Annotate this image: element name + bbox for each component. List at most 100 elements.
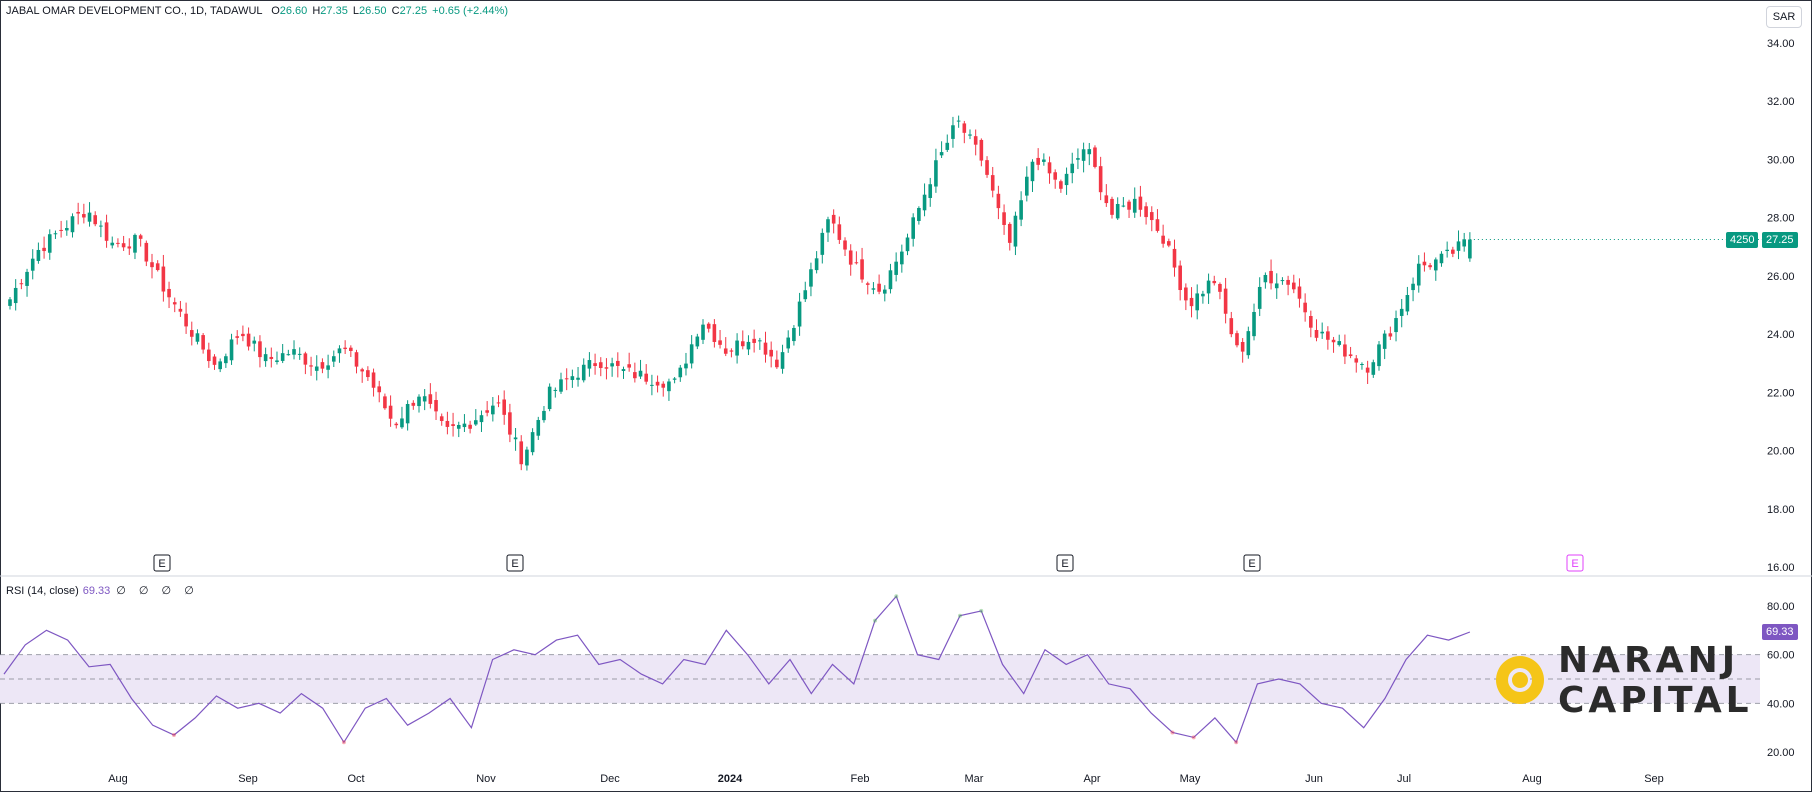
candle-body <box>303 353 308 365</box>
candle-body <box>292 349 296 355</box>
candle-body <box>1371 362 1376 375</box>
rsi-oversold-point <box>341 740 346 745</box>
candle-body <box>82 214 86 218</box>
earnings-marker-label: E <box>158 558 165 570</box>
x-tick-label: Sep <box>1644 773 1664 785</box>
candle-body <box>598 362 603 369</box>
high-label: H <box>312 5 321 17</box>
rsi-tick-label: 20.00 <box>1767 747 1795 759</box>
earnings-marker <box>1566 554 1584 572</box>
candle-body <box>405 403 410 424</box>
candle-body <box>1235 333 1239 346</box>
candle-body <box>627 364 631 368</box>
high-value: 27.35 <box>320 5 348 17</box>
price-tick-label: 26.00 <box>1767 271 1795 283</box>
candle-body <box>809 269 813 287</box>
candle-body <box>1019 200 1023 220</box>
candle-body <box>826 219 830 233</box>
candle-body <box>1354 358 1359 363</box>
candle-body <box>1059 181 1063 189</box>
candle-body <box>434 400 438 412</box>
candle-body <box>922 194 927 211</box>
earnings-marker <box>1056 554 1074 572</box>
candle-body <box>1036 157 1040 165</box>
candle-body <box>661 383 666 388</box>
candle-body <box>1326 331 1330 340</box>
candle-body <box>1377 344 1381 367</box>
candle-body <box>224 356 228 364</box>
rsi-tick-label: 80.00 <box>1767 601 1795 613</box>
naranj-capital-logo-icon <box>1496 656 1544 704</box>
candle-body <box>116 242 120 244</box>
candle-body <box>473 420 478 425</box>
symbol-name: JABAL OMAR DEVELOPMENT CO., 1D, TADAWUL <box>6 5 263 17</box>
candle-body <box>1433 259 1438 271</box>
candle-body <box>1093 147 1097 167</box>
earnings-marker-label: E <box>1061 558 1068 570</box>
rsi-value-tag: 69.33 <box>1762 624 1798 640</box>
candle-body <box>638 370 643 377</box>
candle-body <box>576 377 580 380</box>
candle-body <box>650 384 654 386</box>
close-value: 27.25 <box>399 5 428 17</box>
candle-body <box>485 410 489 413</box>
candle-body <box>383 396 387 409</box>
candle-body <box>1025 176 1029 196</box>
rsi-overbought-point <box>958 613 963 618</box>
candle-body <box>1365 367 1370 373</box>
candle-body <box>366 370 370 378</box>
candle-body <box>792 327 796 342</box>
candle-body <box>1013 215 1018 247</box>
candle-body <box>508 412 512 435</box>
candle-body <box>400 418 404 428</box>
candle-body <box>314 366 319 371</box>
candle-body <box>848 250 853 265</box>
price-tick-label: 32.00 <box>1767 96 1795 108</box>
candle-body <box>502 399 506 415</box>
x-tick-label: Mar <box>965 773 984 785</box>
candle-body <box>672 378 677 380</box>
candle-body <box>155 263 160 271</box>
candle-body <box>530 432 535 453</box>
earnings-marker-label: E <box>1248 558 1255 570</box>
candle-body <box>701 324 705 340</box>
candle-body <box>133 234 137 253</box>
candle-body <box>559 379 563 392</box>
candle-body <box>803 290 808 300</box>
candle-body <box>13 287 18 304</box>
candle-body <box>1189 297 1194 307</box>
candle-body <box>462 423 467 428</box>
candle-body <box>1132 198 1137 213</box>
candle-body <box>439 416 444 422</box>
candle-body <box>1399 308 1404 316</box>
candle-body <box>962 123 967 133</box>
candle-body <box>1104 195 1109 204</box>
currency-button[interactable]: SAR <box>1766 6 1802 28</box>
candle-body <box>127 246 132 249</box>
candle-body <box>752 338 756 343</box>
candle-body <box>723 348 728 354</box>
candle-body <box>241 333 245 337</box>
candle-body <box>1110 198 1114 215</box>
candle-body <box>1098 166 1103 193</box>
candle-body <box>172 302 177 305</box>
candle-body <box>246 333 251 347</box>
candle-body <box>1343 344 1347 357</box>
candle-body <box>422 396 427 402</box>
candle-body <box>1297 286 1302 299</box>
candle-body <box>843 240 847 250</box>
candle-body <box>360 369 364 372</box>
candle-body <box>47 234 52 253</box>
candle-body <box>1468 239 1472 259</box>
candle-body <box>309 365 313 367</box>
candle-body <box>604 367 609 369</box>
candle-body <box>1348 354 1353 357</box>
candle-body <box>1439 253 1444 264</box>
candle-body <box>740 341 745 347</box>
candle-body <box>1144 206 1148 218</box>
candle-body <box>354 352 359 367</box>
candle-body <box>93 215 98 225</box>
candle-body <box>377 386 382 393</box>
candle-body <box>695 336 700 347</box>
